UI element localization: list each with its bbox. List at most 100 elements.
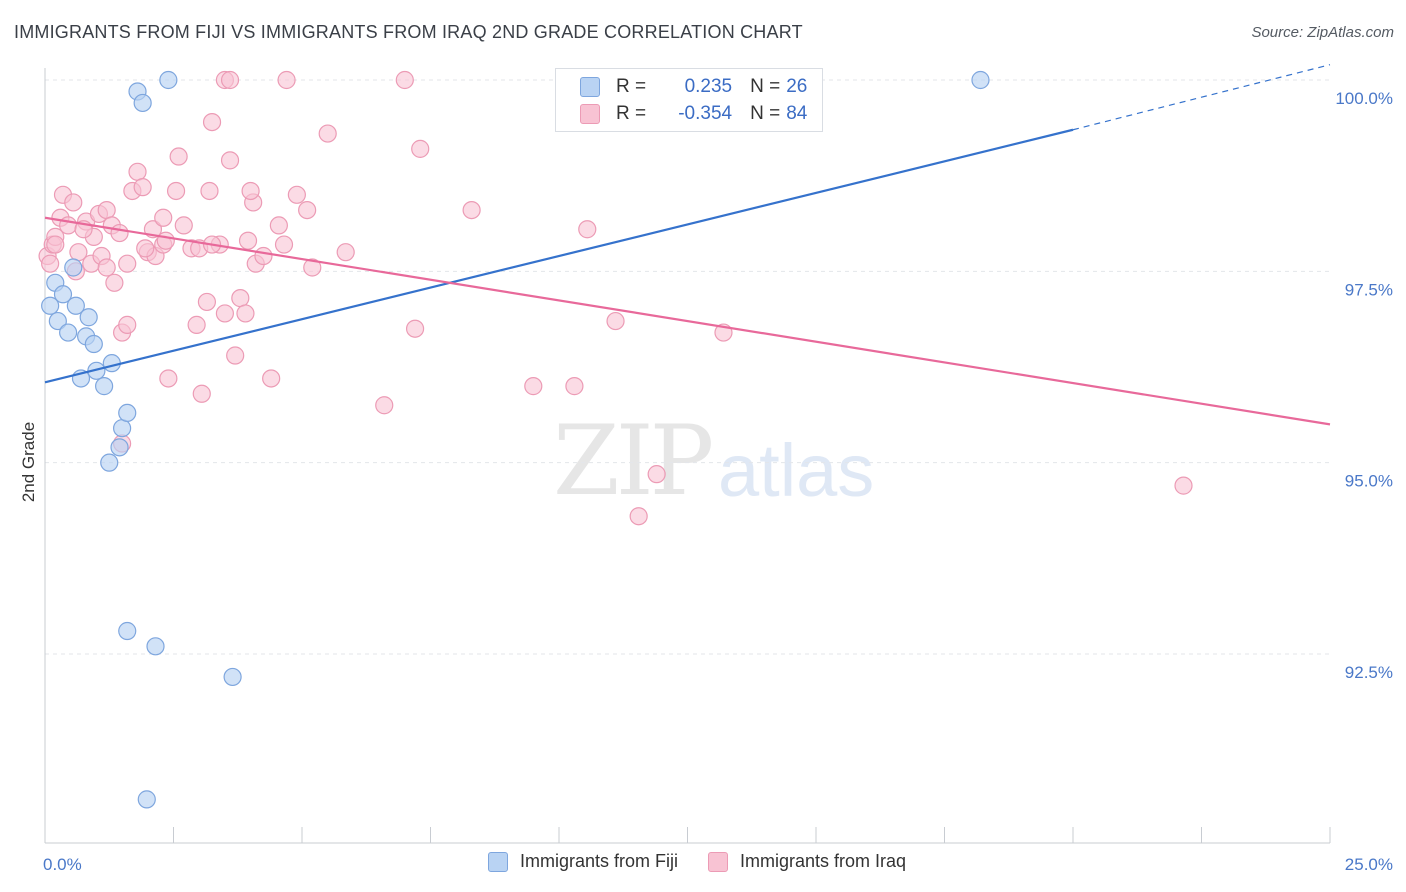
iraq-point [606, 311, 625, 331]
iraq-point [1174, 476, 1193, 495]
legend-item-fiji[interactable]: Immigrants from Fiji [488, 851, 678, 872]
iraq-trend-line [44, 216, 1331, 426]
iraq-point [238, 231, 258, 250]
fiji-point [64, 258, 83, 277]
y-tick-label: 97.5% [1345, 280, 1393, 299]
fiji-trend-line [44, 128, 1074, 384]
legend-fiji-swatch [488, 851, 508, 872]
iraq-point [269, 216, 288, 235]
fiji-point [95, 377, 114, 396]
iraq-point [41, 254, 60, 273]
iraq-point [226, 346, 245, 365]
legend-iraq-swatch [708, 851, 729, 872]
iraq-point [231, 289, 250, 308]
fiji-n-label: N = [750, 76, 781, 97]
fiji-point [223, 667, 242, 687]
iraq-point [395, 70, 414, 90]
watermark-atlas: atlas [718, 429, 875, 512]
fiji-point [66, 296, 85, 315]
fiji-point [59, 323, 78, 342]
y-axis-label: 2nd Grade [19, 422, 38, 502]
fiji-point [110, 438, 129, 457]
iraq-point [405, 319, 425, 338]
fiji-swatch [580, 77, 600, 97]
iraq-point [105, 273, 124, 292]
legend-fiji-label: Immigrants from Fiji [520, 851, 679, 871]
fiji-point [971, 70, 990, 90]
fiji-point [102, 354, 121, 373]
iraq-swatch [580, 104, 600, 124]
iraq-point [375, 396, 394, 415]
iraq-point [277, 70, 296, 90]
fiji-point [137, 790, 156, 809]
iraq-point [287, 185, 306, 204]
fiji-point [146, 637, 165, 656]
fiji-point [100, 453, 119, 472]
chart-title: IMMIGRANTS FROM FIJI VS IMMIGRANTS FROM … [14, 22, 803, 42]
y-tick-label: 92.5% [1345, 663, 1393, 682]
fiji-trend-extension [1072, 64, 1331, 131]
iraq-point [97, 258, 116, 277]
iraq-point [159, 369, 178, 388]
iraq-point [136, 239, 155, 258]
iraq-point [118, 315, 137, 334]
iraq-point [298, 201, 317, 220]
iraq-point [318, 124, 337, 143]
fiji-point [41, 296, 60, 315]
iraq-point [192, 384, 211, 403]
iraq-point [169, 147, 188, 166]
fiji-point [159, 70, 178, 90]
iraq-point [220, 151, 240, 170]
legend-item-iraq[interactable]: Immigrants from Iraq [708, 851, 906, 872]
legend-row-iraq: R = -0.354 N = 84 [580, 102, 807, 126]
y-tick-label: 95.0% [1345, 472, 1393, 491]
iraq-point [524, 377, 543, 396]
fiji-point [112, 419, 132, 438]
iraq-point [154, 208, 173, 227]
iraq-point [200, 181, 219, 201]
iraq-point [578, 220, 597, 239]
fiji-r-label: R = [616, 76, 647, 97]
iraq-point [118, 254, 137, 273]
iraq-point [202, 112, 222, 132]
x-tick-label: 25.0% [1345, 855, 1393, 874]
iraq-point [629, 507, 648, 526]
iraq-point [336, 243, 355, 262]
iraq-point [565, 377, 584, 396]
fiji-point [118, 621, 137, 641]
iraq-point [128, 162, 147, 181]
iraq-point [262, 369, 281, 388]
iraq-point [647, 465, 666, 484]
fiji-point [133, 93, 152, 113]
fiji-n-value: 26 [786, 76, 808, 97]
correlation-legend: R = 0.235 N = 26 R = -0.354 N = 84 [555, 68, 823, 132]
iraq-point [254, 246, 273, 266]
x-tick-label: 0.0% [43, 855, 82, 874]
fiji-r-value: 0.235 [684, 76, 733, 97]
iraq-point [197, 292, 217, 312]
iraq-point [220, 70, 240, 90]
fiji-point [118, 403, 137, 423]
iraq-point [274, 235, 294, 254]
iraq-point [187, 315, 206, 334]
iraq-n-label: N = [750, 103, 781, 124]
iraq-point [303, 258, 322, 277]
watermark-zip: ZIP [553, 405, 714, 517]
iraq-point [462, 201, 481, 220]
legend-row-fiji: R = 0.235 N = 26 [580, 75, 807, 99]
iraq-point [166, 181, 186, 201]
fiji-point [79, 308, 98, 327]
iraq-point [110, 223, 129, 243]
iraq-point [133, 178, 152, 197]
y-tick-label: 100.0% [1335, 89, 1393, 108]
iraq-point [46, 235, 65, 254]
fiji-point [53, 285, 73, 304]
fiji-point [84, 334, 103, 354]
iraq-point [97, 201, 116, 220]
iraq-point [411, 139, 430, 158]
iraq-point [156, 231, 175, 250]
iraq-point [215, 304, 234, 323]
iraq-point [64, 193, 83, 212]
series-legend: Immigrants from Fiji Immigrants from Ira… [488, 851, 936, 872]
